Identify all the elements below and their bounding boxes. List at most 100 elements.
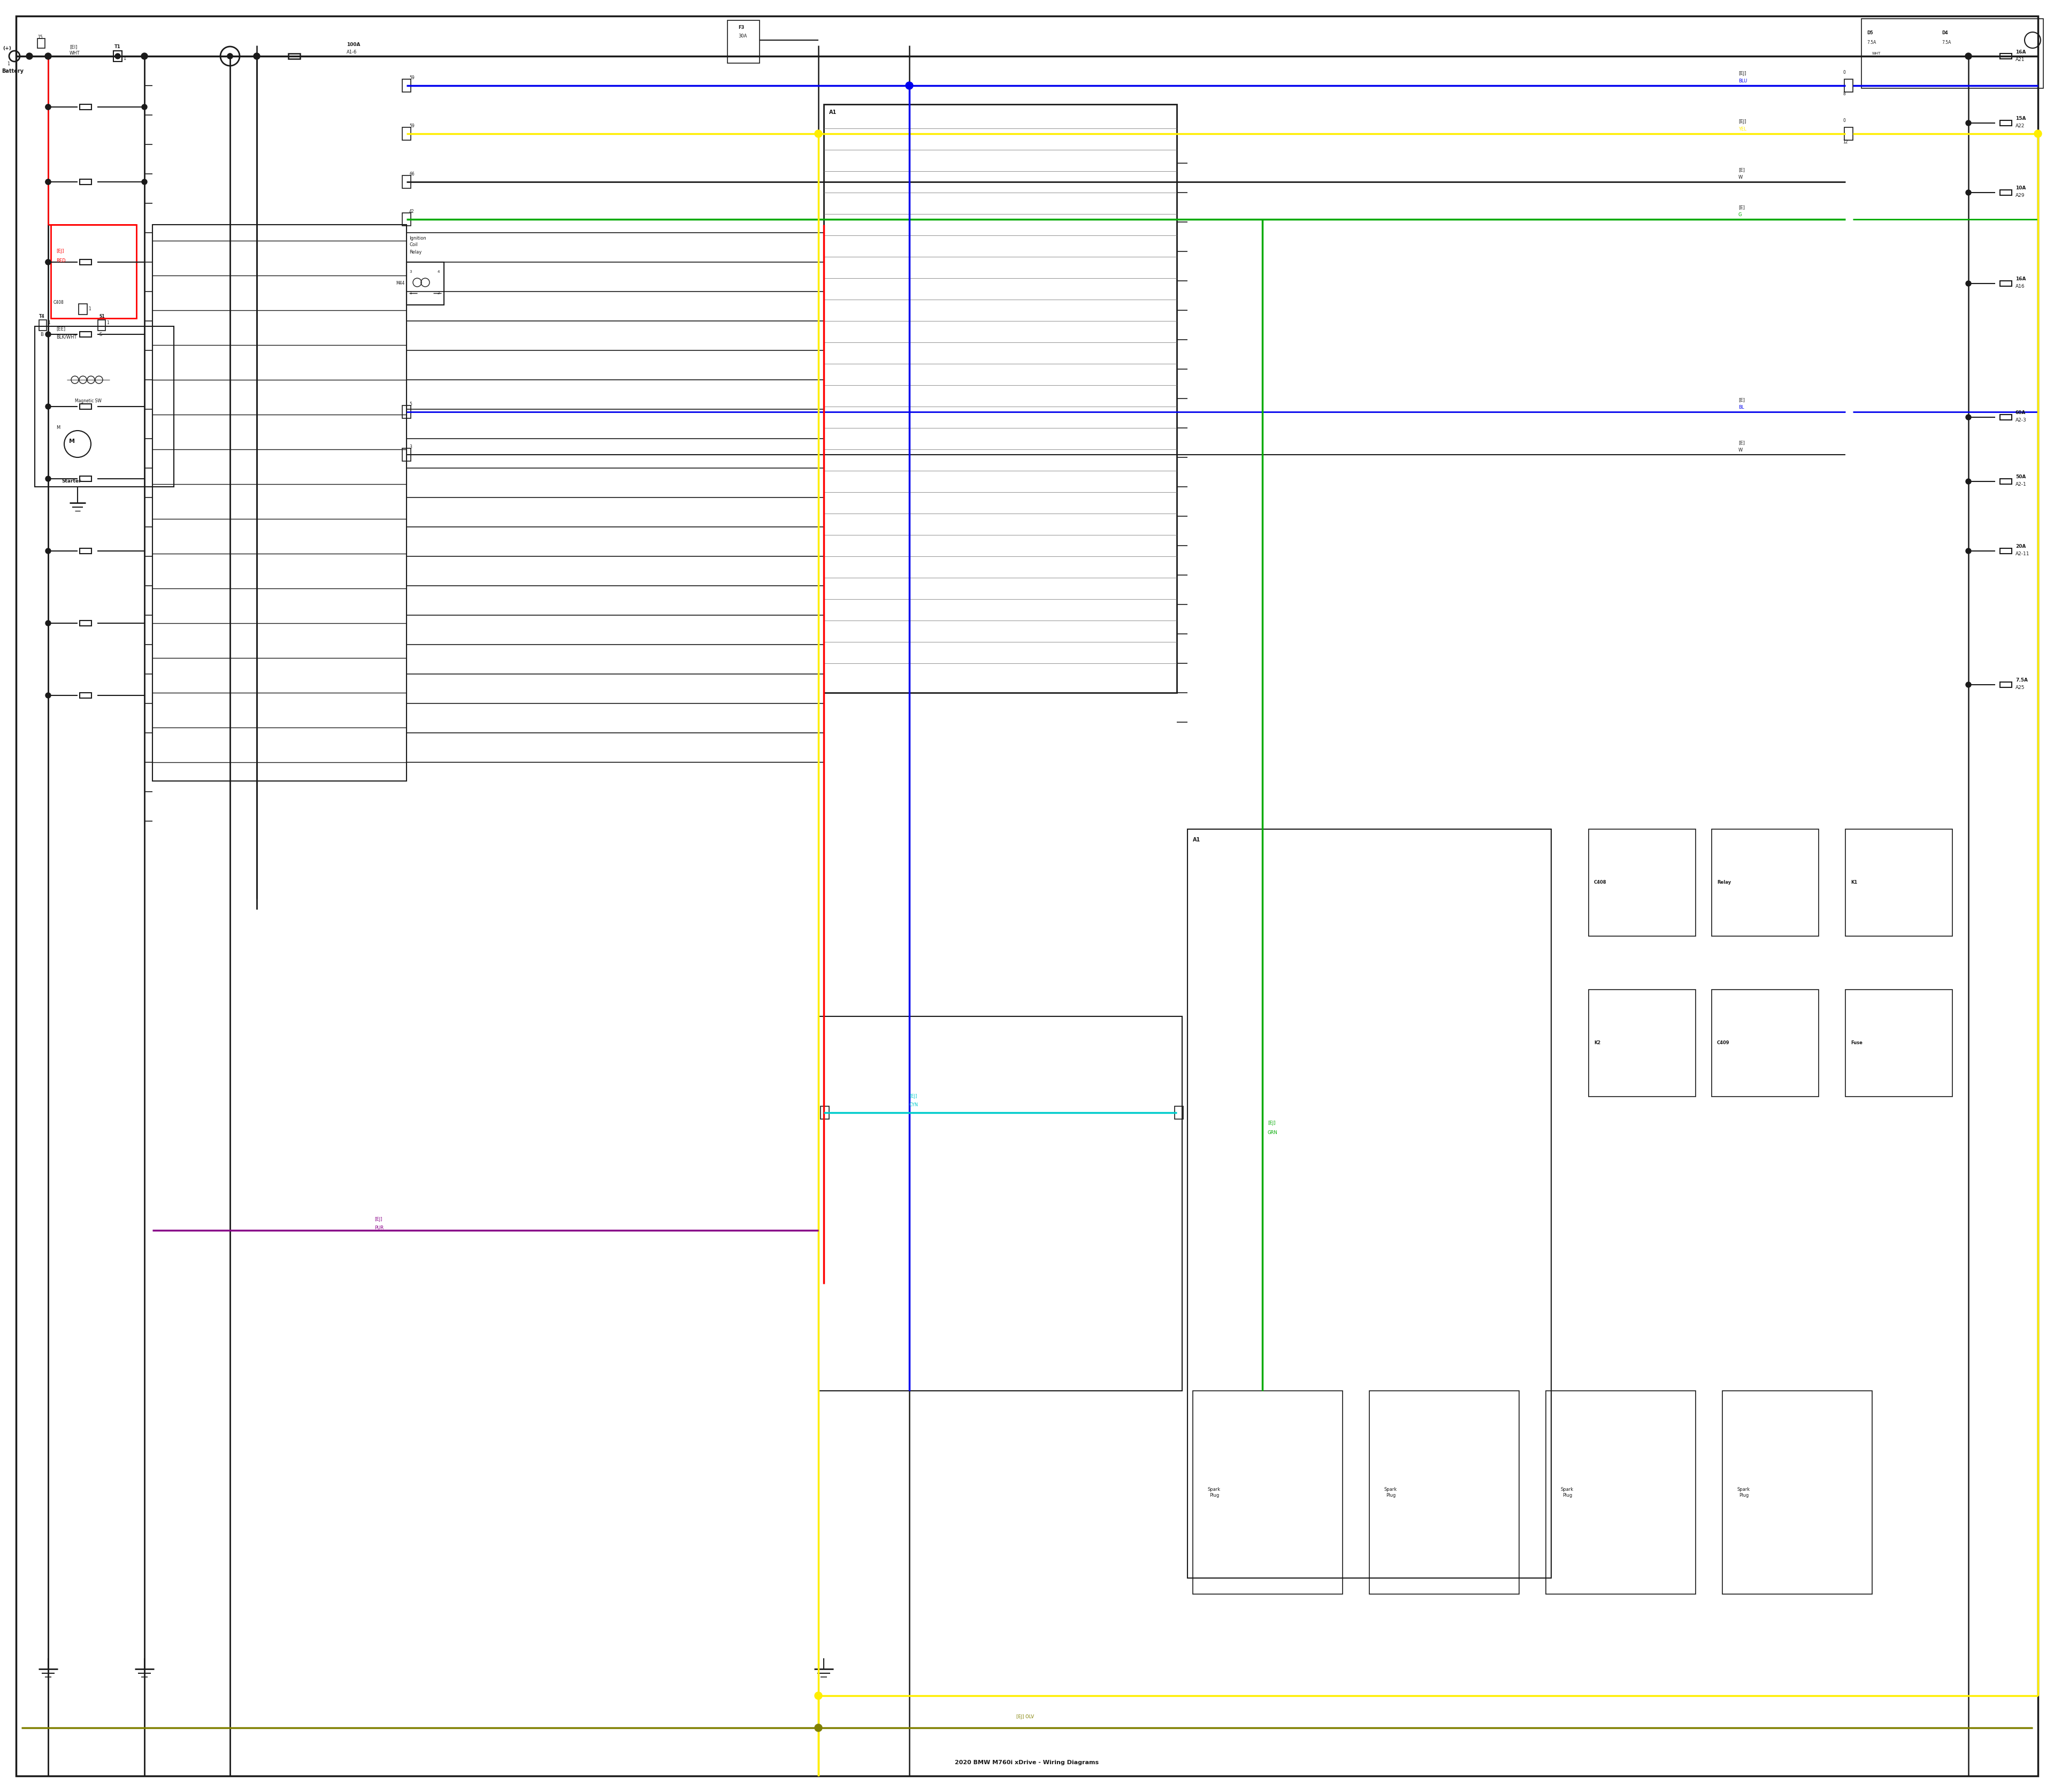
Circle shape [45,548,51,554]
Circle shape [2033,131,2042,138]
Text: Battery: Battery [2,68,23,73]
Text: G: G [1738,213,1742,217]
Text: Spark
Plug: Spark Plug [1384,1487,1397,1498]
Bar [820,1106,830,1118]
Text: WHT: WHT [70,52,80,56]
Circle shape [1966,281,1972,287]
Text: [E]: [E] [1738,398,1744,403]
Bar [39,321,47,330]
Bar [152,224,407,781]
Text: A1: A1 [830,109,836,115]
Bar [2001,54,2011,59]
Text: 16A: 16A [2015,276,2025,281]
Text: 42: 42 [409,210,415,213]
Circle shape [27,54,33,59]
Text: 66: 66 [409,172,415,176]
Text: M: M [55,425,60,430]
Text: Ignition: Ignition [409,235,425,240]
Circle shape [45,104,51,109]
Text: 30A: 30A [737,34,748,39]
Circle shape [1966,683,1972,688]
Text: (+): (+) [2,47,10,50]
Bar [407,262,444,305]
Text: 0: 0 [1842,70,1844,75]
Bar [403,405,411,418]
Text: 1: 1 [88,306,90,312]
Text: 50A: 50A [2015,475,2025,480]
Text: CYN: CYN [910,1102,918,1107]
Bar [80,548,92,554]
Text: 1: 1 [123,56,125,61]
Circle shape [228,54,232,59]
Text: [EJ]: [EJ] [1738,72,1746,77]
Text: [E]: [E] [1738,204,1744,210]
Bar [1861,18,2044,88]
Text: 15: 15 [37,36,43,39]
Text: A1-6: A1-6 [347,50,357,56]
Text: 1: 1 [47,321,49,326]
Text: 3: 3 [409,271,411,274]
Text: S: S [99,332,103,337]
Text: A29: A29 [2015,194,2025,199]
Circle shape [142,179,148,185]
Circle shape [45,403,51,409]
Text: K2: K2 [1594,1041,1600,1045]
Circle shape [1966,120,1972,125]
Text: D4: D4 [1941,30,1947,36]
Text: 10A: 10A [2015,186,2025,190]
Bar [1711,830,1818,935]
Text: W: W [1738,448,1744,453]
Text: B: B [41,332,43,337]
Text: [E]: [E] [1738,168,1744,172]
Text: BL: BL [1738,405,1744,410]
Text: 7.5A: 7.5A [1941,41,1951,45]
Circle shape [142,54,148,59]
Text: Coil: Coil [409,242,417,247]
Bar [51,224,136,319]
Text: PUR: PUR [374,1226,384,1229]
Text: F3: F3 [737,25,744,30]
Bar [35,326,175,487]
Text: A1: A1 [1193,837,1200,842]
Bar [80,332,92,337]
Bar [80,694,92,699]
Circle shape [228,54,232,59]
Circle shape [45,694,51,699]
Text: 8: 8 [1842,91,1844,97]
Bar [727,20,760,63]
Text: [EJ]: [EJ] [55,249,64,254]
Bar [1187,830,1551,1579]
Text: RED: RED [55,258,66,263]
Bar [1175,1106,1183,1118]
Bar [2001,281,2011,287]
Circle shape [1966,190,1972,195]
Text: [EJ]: [EJ] [374,1217,382,1222]
Circle shape [45,104,51,109]
Text: [E]: [E] [1738,441,1744,446]
Text: T4: T4 [39,314,45,319]
Text: BLK/WHT: BLK/WHT [55,335,76,339]
Circle shape [253,54,261,59]
Text: Starter: Starter [62,478,80,484]
Bar [1844,989,1953,1097]
Text: A21: A21 [2015,57,2025,61]
Text: 1: 1 [409,292,411,294]
Bar [78,305,86,315]
Circle shape [815,1692,822,1699]
Bar [80,104,92,109]
Circle shape [255,54,259,59]
Text: 59: 59 [409,75,415,81]
Circle shape [142,104,148,109]
Bar [37,38,45,48]
Text: M: M [70,439,76,444]
Bar [1844,830,1953,935]
Bar [1588,989,1697,1097]
Text: Spark
Plug: Spark Plug [1208,1487,1220,1498]
Text: 16A: 16A [2015,50,2025,54]
Bar [80,179,92,185]
Bar [403,448,411,461]
Bar [2001,478,2011,484]
Circle shape [815,1724,822,1731]
Text: Relay: Relay [1717,880,1732,885]
Bar [288,54,300,59]
